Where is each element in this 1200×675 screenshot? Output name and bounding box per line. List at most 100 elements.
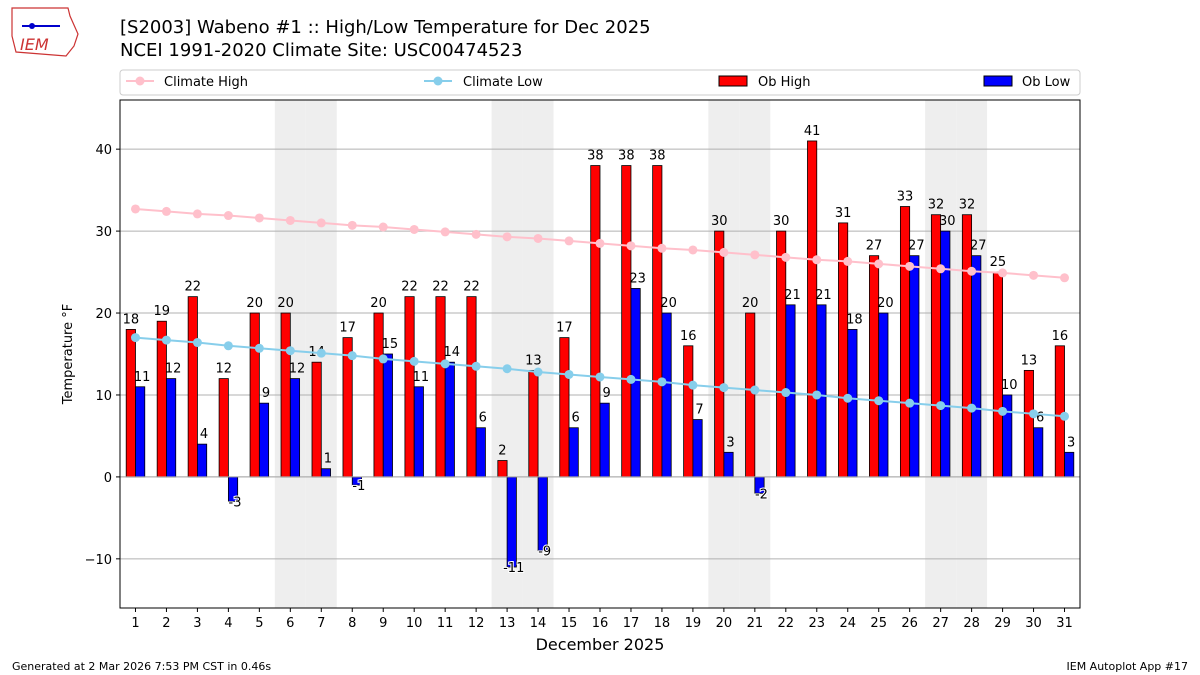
y-tick-label: 0 xyxy=(104,471,112,486)
x-axis-label: December 2025 xyxy=(536,635,665,654)
ob-low-label: 11 xyxy=(413,370,430,385)
ob-low-label: 9 xyxy=(262,386,270,401)
ob-high-bar xyxy=(280,312,291,478)
ob-low-bar xyxy=(413,386,424,478)
climate-low-point xyxy=(440,359,450,369)
climate-high-point xyxy=(998,268,1008,278)
x-tick-label: 11 xyxy=(437,616,454,631)
plot-frame xyxy=(119,99,1081,609)
ob-low-label: 15 xyxy=(382,337,399,352)
x-tick-label: 23 xyxy=(809,616,826,631)
ob-low-label: -11 xyxy=(503,561,524,576)
ob-low-bar xyxy=(661,312,672,478)
generated-note: Generated at 2 Mar 2026 7:53 PM CST in 0… xyxy=(12,660,272,673)
ob-high-bar xyxy=(466,296,477,478)
y-axis-label: Temperature °F xyxy=(61,304,76,405)
ob-high-label: 32 xyxy=(959,198,976,213)
legend-climate-high-label: Climate High xyxy=(164,75,248,90)
ob-low-label: 21 xyxy=(815,288,832,303)
ob-low-label: 6 xyxy=(479,411,487,426)
ob-low-bar xyxy=(568,427,579,478)
ob-low-bar xyxy=(258,402,270,478)
x-tick-label: 19 xyxy=(685,616,702,631)
x-tick-label: 12 xyxy=(468,616,485,631)
ob-low-label: 21 xyxy=(784,288,801,303)
climate-high-point xyxy=(471,229,481,239)
iem-logo: IEM xyxy=(11,7,79,57)
ob-low-label: 27 xyxy=(970,239,987,254)
ob-high-label: 17 xyxy=(556,321,573,336)
climate-low-point xyxy=(843,393,853,403)
y-tick-label: 20 xyxy=(95,307,112,322)
ob-high-bar xyxy=(621,165,632,478)
ob-low-bar xyxy=(599,402,610,478)
ob-high-label: 27 xyxy=(866,239,883,254)
ob-low-label: 11 xyxy=(134,370,151,385)
ob-high-label: 16 xyxy=(680,329,697,344)
climate-low-point xyxy=(1060,411,1070,421)
legend-climate-low-label: Climate Low xyxy=(463,75,543,90)
climate-low-point xyxy=(378,354,388,364)
y-tick-label: −10 xyxy=(85,553,112,568)
ob-low-bar xyxy=(135,386,146,478)
ob-high-label: 38 xyxy=(618,149,635,164)
x-tick-label: 13 xyxy=(499,616,516,631)
ob-high-label: 22 xyxy=(432,280,449,295)
ob-low-label: 6 xyxy=(572,411,580,426)
climate-low-point xyxy=(161,335,171,345)
climate-low-point xyxy=(905,398,915,408)
y-tick-label: 30 xyxy=(95,225,112,240)
chart-title: [S2003] Wabeno #1 :: High/Low Temperatur… xyxy=(120,17,651,38)
ob-high-label: 32 xyxy=(928,198,945,213)
ob-high-label: 20 xyxy=(742,296,759,311)
climate-high-point xyxy=(936,264,946,274)
ob-high-label: 25 xyxy=(990,255,1007,270)
climate-high-point xyxy=(595,238,605,248)
ob-low-label: 23 xyxy=(629,271,646,286)
x-tick-label: 7 xyxy=(317,616,325,631)
ob-low-label: 12 xyxy=(165,362,182,377)
climate-high-point xyxy=(254,213,264,223)
ob-low-label: 18 xyxy=(846,312,863,327)
chart-subtitle: NCEI 1991-2020 Climate Site: USC00474523 xyxy=(120,40,523,61)
ob-low-label: -3 xyxy=(229,495,242,510)
ob-low-bar xyxy=(878,312,889,478)
ob-high-bar xyxy=(776,230,787,478)
ob-high-bar xyxy=(652,165,663,478)
x-tick-label: 28 xyxy=(963,616,980,631)
climate-high-point xyxy=(626,241,636,251)
ob-low-label: 6 xyxy=(1036,411,1044,426)
climate-high-point xyxy=(130,204,140,214)
climate-low-point xyxy=(347,351,357,361)
ob-low-label: 1 xyxy=(324,452,332,467)
climate-low-point xyxy=(533,367,543,377)
climate-low-point xyxy=(223,341,233,351)
ob-low-label: 27 xyxy=(908,239,925,254)
ob-high-label: 13 xyxy=(1021,353,1038,368)
ob-low-label: -1 xyxy=(352,479,365,494)
ob-high-bar xyxy=(311,361,322,478)
ob-high-bar xyxy=(559,337,570,478)
ob-high-bar xyxy=(683,345,694,478)
app-credit: IEM Autoplot App #17 xyxy=(1066,660,1189,673)
ob-high-bar xyxy=(961,214,973,478)
ob-high-label: 2 xyxy=(498,444,506,459)
ob-high-bar xyxy=(249,312,260,478)
x-tick-label: 6 xyxy=(286,616,294,631)
ob-low-bar xyxy=(475,427,486,478)
x-tick-label: 15 xyxy=(561,616,578,631)
climate-low-point xyxy=(781,388,791,398)
ob-high-label: 31 xyxy=(835,206,852,221)
climate-high-point xyxy=(409,224,419,234)
ob-high-label: 22 xyxy=(401,280,418,295)
ob-high-bar xyxy=(590,165,601,478)
ob-high-label: 20 xyxy=(277,296,294,311)
climate-low-point xyxy=(409,356,419,366)
ob-low-bar xyxy=(971,255,982,478)
climate-low-point xyxy=(192,338,202,348)
climate-high-point xyxy=(750,250,760,260)
ob-high-bar xyxy=(992,271,1003,478)
climate-high-point xyxy=(843,256,853,266)
ob-high-bar xyxy=(404,296,415,478)
svg-text:IEM: IEM xyxy=(20,35,49,54)
